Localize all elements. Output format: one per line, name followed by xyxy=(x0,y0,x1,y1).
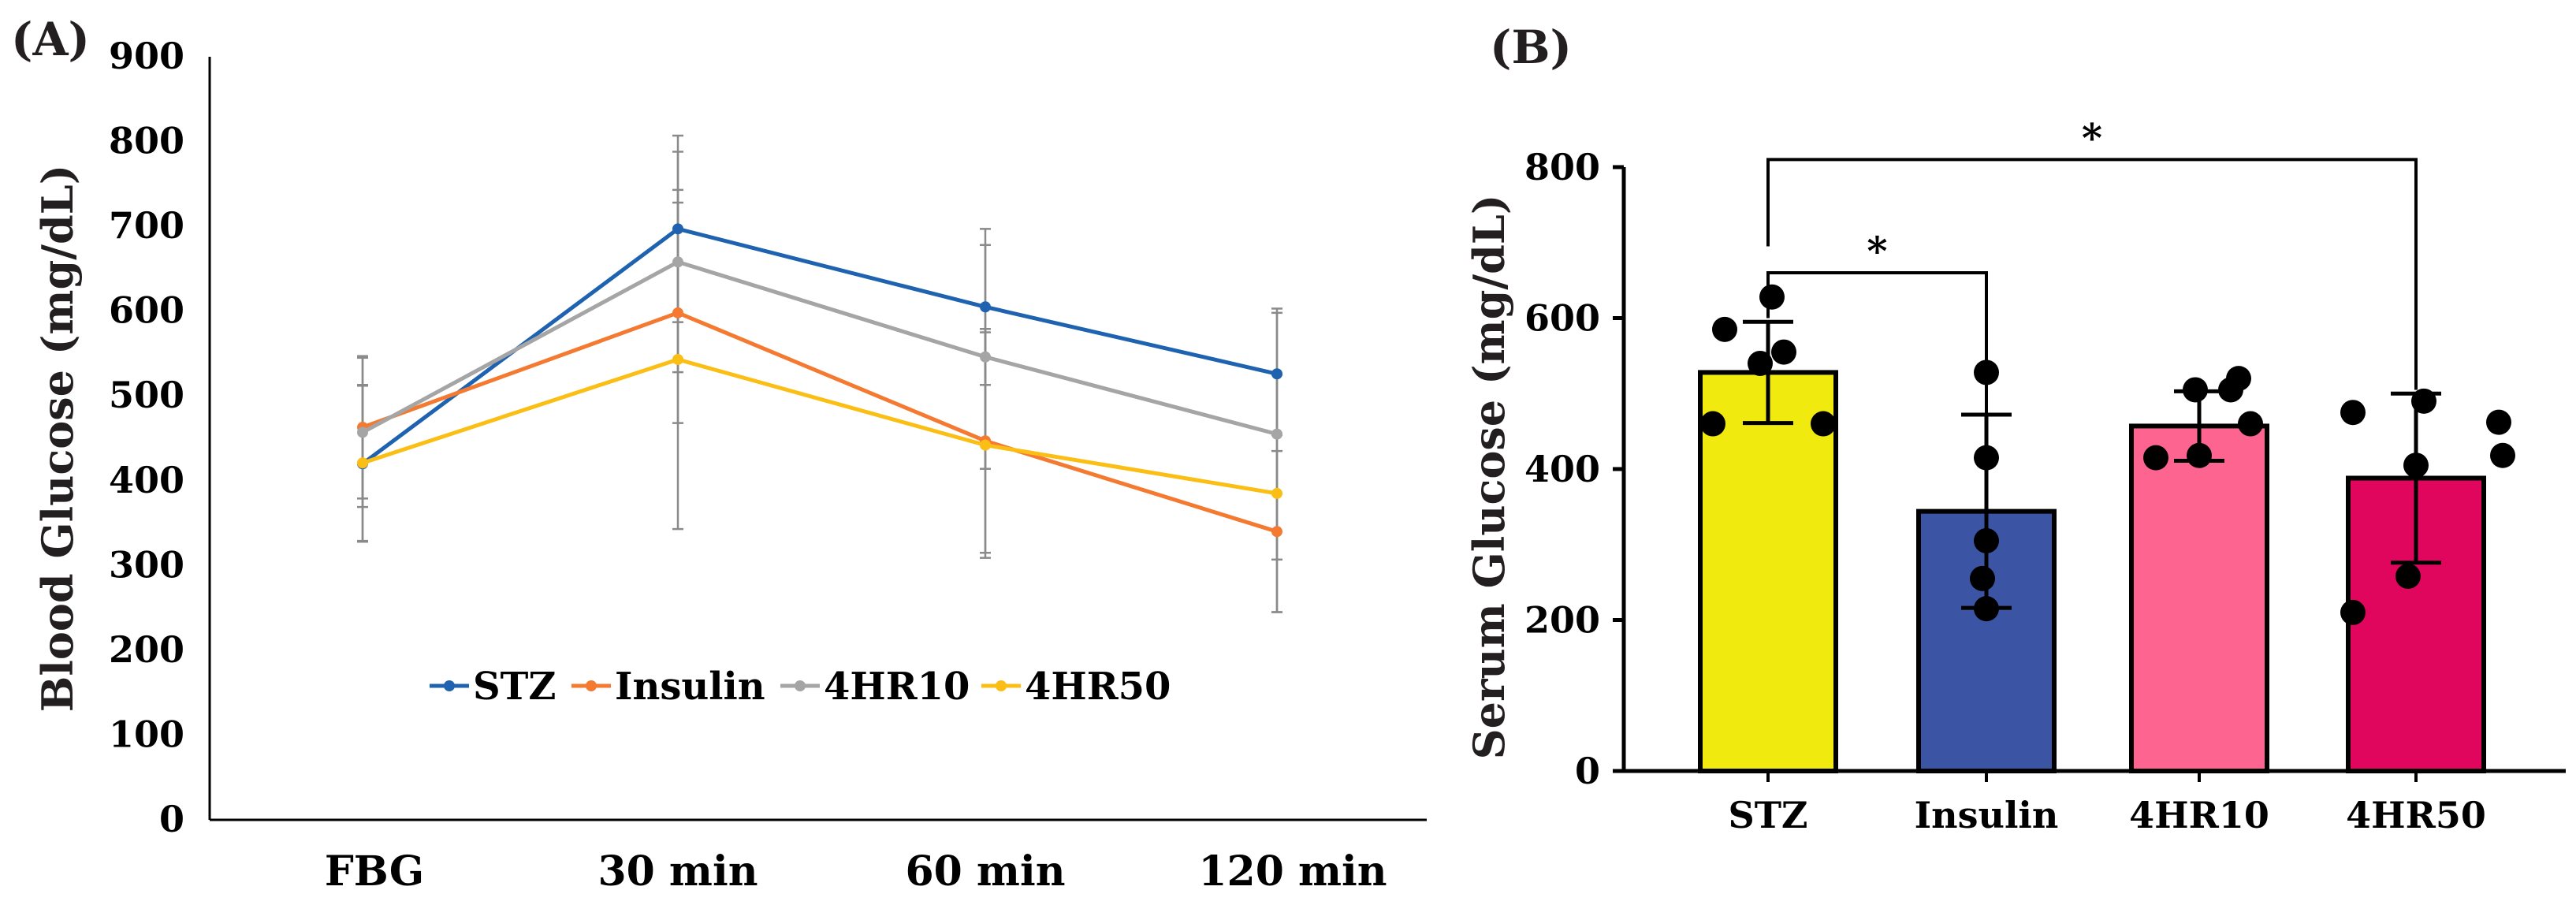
y-tick-label: 0 xyxy=(159,798,184,840)
data-point xyxy=(672,223,683,235)
data-point xyxy=(2490,442,2515,468)
legend-marker xyxy=(996,680,1007,691)
data-point xyxy=(1759,284,1785,310)
significance-bracket xyxy=(1766,158,2418,390)
data-point xyxy=(1700,411,1725,437)
legend-label: Insulin xyxy=(615,665,765,709)
data-point xyxy=(1271,526,1282,538)
y-tick-label: 300 xyxy=(109,543,184,586)
data-point xyxy=(1771,339,1796,365)
y-tick-label: 600 xyxy=(1524,297,1600,340)
y-tick-label: 800 xyxy=(1524,146,1600,188)
data-point xyxy=(1811,411,1836,437)
data-point xyxy=(2340,400,2366,426)
legend-marker xyxy=(795,680,806,691)
x-tick-label: 4HR10 xyxy=(2129,794,2269,836)
y-axis-title: Blood Glucose (mg/dL) xyxy=(32,165,83,713)
data-point xyxy=(2486,409,2511,435)
x-tick-label: Insulin xyxy=(1915,794,2059,836)
data-point xyxy=(1271,368,1282,380)
data-point xyxy=(980,301,991,313)
y-axis-title: Serum Glucose (mg/dL) xyxy=(1464,195,1514,760)
y-tick-label: 700 xyxy=(109,204,184,247)
y-tick-label: 900 xyxy=(109,35,184,77)
data-point xyxy=(2238,411,2263,437)
legend-marker xyxy=(586,680,597,691)
data-point xyxy=(1271,487,1282,499)
panel-label-b: (B) xyxy=(1490,20,1572,74)
x-tick-label: 60 min xyxy=(905,847,1065,896)
data-point xyxy=(980,439,991,451)
significance-label: * xyxy=(1867,228,1887,274)
y-tick-label: 100 xyxy=(109,713,184,755)
x-tick-label: 4HR50 xyxy=(2346,794,2486,836)
data-point xyxy=(2187,442,2212,468)
data-point xyxy=(1748,350,1773,376)
bar-stz xyxy=(1698,370,1838,773)
significance-bracket xyxy=(1766,271,1988,416)
line-chart-blood-glucose: 0 100 200 300 400 500 600 700 800 900 FBG 30 min 60 … xyxy=(32,35,1427,896)
x-tick-label: 30 min xyxy=(597,847,758,896)
y-tick-label: 0 xyxy=(1575,750,1600,792)
data-point xyxy=(1974,445,1999,471)
data-point xyxy=(980,351,991,363)
data-point xyxy=(2340,599,2366,625)
data-point xyxy=(2403,452,2429,479)
data-point xyxy=(2183,377,2208,403)
x-tick-label: FBG xyxy=(325,847,424,896)
data-point xyxy=(1271,428,1282,440)
bar-4hr10 xyxy=(2129,423,2269,773)
data-point xyxy=(2143,445,2168,471)
data-point xyxy=(1974,596,1999,622)
y-tick-label: 500 xyxy=(109,374,184,416)
y-tick-label: 200 xyxy=(109,628,184,671)
data-point xyxy=(357,457,368,469)
x-tick-label: STZ xyxy=(1728,794,1807,836)
data-point xyxy=(672,307,683,318)
y-tick-label: 800 xyxy=(109,120,184,162)
y-tick-label: 400 xyxy=(109,459,184,501)
series-line-4hr50 xyxy=(362,357,1278,496)
panel-label-a: (A) xyxy=(11,13,90,66)
data-point xyxy=(1974,527,1999,553)
data-point xyxy=(2226,366,2251,392)
significance-label: * xyxy=(2082,114,2102,161)
series-line-insulin xyxy=(362,311,1278,534)
legend-label: 4HR10 xyxy=(824,665,970,709)
data-point xyxy=(672,256,683,268)
legend-marker xyxy=(444,680,455,691)
legend-label: 4HR50 xyxy=(1025,665,1171,709)
data-point xyxy=(1970,565,1995,591)
x-tick-label: 120 min xyxy=(1198,847,1387,896)
data-point xyxy=(1712,316,1737,342)
data-point xyxy=(672,353,683,365)
series-line-4hr10 xyxy=(361,259,1278,437)
series-line-stz xyxy=(361,226,1278,466)
y-tick-label: 600 xyxy=(109,289,184,332)
legend-label: STZ xyxy=(473,665,556,709)
data-point xyxy=(2395,563,2421,589)
y-tick-label: 200 xyxy=(1524,599,1600,642)
data-point xyxy=(2411,388,2436,414)
y-tick-label: 400 xyxy=(1524,448,1600,490)
data-point xyxy=(357,426,368,438)
